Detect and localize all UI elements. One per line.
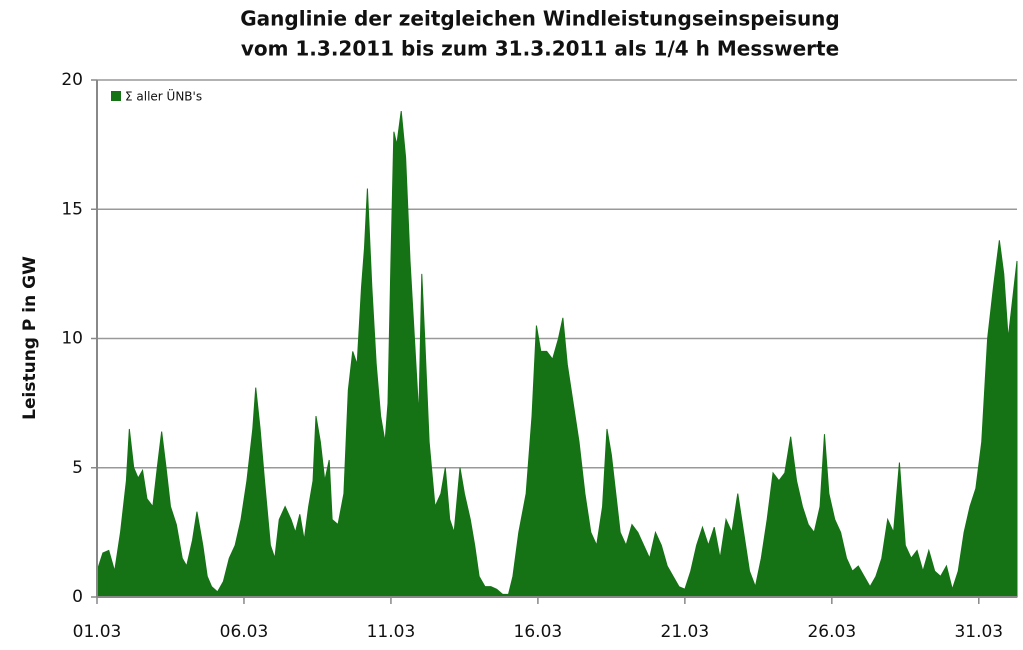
x-tick-label: 16.03: [514, 622, 563, 642]
x-tick-label: 06.03: [220, 622, 269, 642]
chart-subtitle: vom 1.3.2011 bis zum 31.3.2011 als 1/4 h…: [241, 37, 839, 61]
chart-title: Ganglinie der zeitgleichen Windleistungs…: [240, 7, 839, 31]
y-tick-label: 0: [72, 587, 83, 607]
x-tick-label: 26.03: [807, 622, 856, 642]
x-tick-label: 31.03: [954, 622, 1003, 642]
y-tick-label: 10: [61, 329, 83, 349]
y-tick-label: 5: [72, 458, 83, 478]
legend-swatch: [111, 91, 121, 101]
legend-label: Σ aller ÜNB's: [125, 88, 202, 104]
y-tick-label: 15: [61, 199, 83, 219]
y-tick-label: 20: [61, 70, 83, 90]
area: [96, 110, 1018, 598]
x-tick-label: 11.03: [367, 622, 416, 642]
x-tick-label: 01.03: [73, 622, 122, 642]
y-axis-label: Leistung P in GW: [20, 256, 40, 420]
x-tick-label: 21.03: [661, 622, 710, 642]
